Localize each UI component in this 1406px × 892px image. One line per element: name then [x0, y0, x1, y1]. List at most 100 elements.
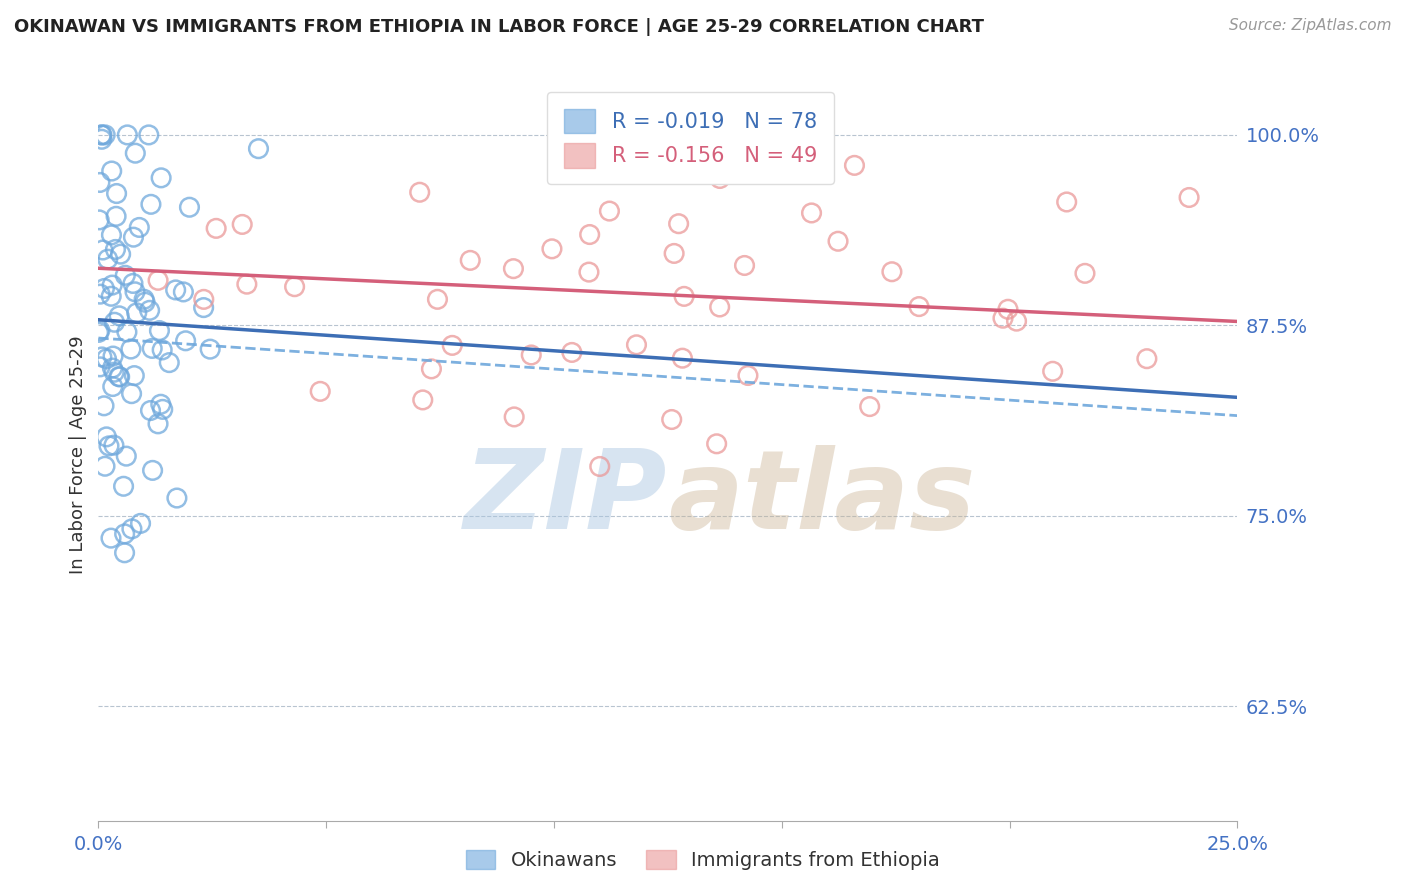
- Legend: Okinawans, Immigrants from Ethiopia: Okinawans, Immigrants from Ethiopia: [458, 842, 948, 878]
- Point: [96, 351, 118, 366]
- Point: [101, 361, 124, 376]
- Point: [578, 265, 600, 279]
- Point: [662, 246, 685, 260]
- Point: [149, 397, 172, 411]
- Point: [115, 449, 138, 463]
- Point: [121, 386, 143, 401]
- Point: [100, 227, 122, 242]
- Point: [172, 285, 194, 299]
- Point: [880, 265, 903, 279]
- Point: [100, 289, 122, 303]
- Point: [1178, 190, 1201, 204]
- Point: [100, 164, 122, 178]
- Point: [561, 345, 583, 359]
- Point: [734, 259, 756, 273]
- Point: [91, 128, 114, 142]
- Point: [93, 281, 115, 295]
- Point: [97, 252, 120, 267]
- Point: [1042, 364, 1064, 378]
- Point: [179, 200, 201, 214]
- Point: [737, 368, 759, 383]
- Point: [105, 210, 128, 224]
- Point: [114, 268, 136, 283]
- Point: [626, 338, 648, 352]
- Point: [142, 463, 165, 477]
- Y-axis label: In Labor Force | Age 25-29: In Labor Force | Age 25-29: [69, 335, 87, 574]
- Text: atlas: atlas: [668, 445, 976, 552]
- Point: [193, 301, 215, 315]
- Point: [598, 204, 620, 219]
- Point: [205, 221, 228, 235]
- Point: [103, 315, 125, 329]
- Point: [87, 326, 110, 340]
- Point: [129, 516, 152, 531]
- Point: [550, 128, 572, 142]
- Point: [148, 324, 170, 338]
- Point: [114, 527, 136, 541]
- Point: [98, 439, 121, 453]
- Point: [103, 365, 125, 379]
- Point: [150, 343, 173, 357]
- Text: ZIP: ZIP: [464, 445, 668, 552]
- Point: [859, 400, 882, 414]
- Point: [800, 206, 823, 220]
- Point: [101, 278, 124, 293]
- Point: [589, 459, 612, 474]
- Point: [441, 338, 464, 352]
- Point: [91, 243, 114, 257]
- Point: [122, 230, 145, 244]
- Point: [112, 479, 135, 493]
- Point: [132, 293, 155, 307]
- Point: [997, 302, 1019, 317]
- Point: [284, 279, 307, 293]
- Point: [134, 295, 156, 310]
- Point: [115, 325, 138, 339]
- Point: [1136, 351, 1159, 366]
- Point: [150, 170, 173, 185]
- Point: [100, 531, 122, 545]
- Point: [231, 218, 253, 232]
- Point: [991, 311, 1014, 326]
- Point: [658, 165, 681, 179]
- Point: [101, 349, 124, 363]
- Point: [1005, 314, 1028, 328]
- Point: [103, 438, 125, 452]
- Point: [671, 351, 693, 366]
- Point: [409, 186, 432, 200]
- Point: [706, 437, 728, 451]
- Point: [458, 253, 481, 268]
- Point: [125, 306, 148, 320]
- Point: [105, 186, 128, 201]
- Point: [90, 128, 112, 142]
- Point: [152, 402, 174, 417]
- Point: [165, 283, 187, 297]
- Point: [108, 369, 131, 384]
- Point: [89, 287, 111, 301]
- Point: [96, 430, 118, 444]
- Point: [122, 277, 145, 291]
- Point: [89, 213, 111, 227]
- Point: [146, 417, 169, 431]
- Point: [1074, 266, 1097, 280]
- Point: [827, 234, 849, 248]
- Point: [908, 300, 931, 314]
- Point: [709, 300, 731, 314]
- Point: [89, 359, 111, 374]
- Point: [426, 293, 449, 307]
- Point: [93, 399, 115, 413]
- Point: [141, 342, 163, 356]
- Text: Source: ZipAtlas.com: Source: ZipAtlas.com: [1229, 18, 1392, 33]
- Point: [146, 273, 169, 287]
- Point: [101, 379, 124, 393]
- Point: [121, 522, 143, 536]
- Point: [124, 146, 146, 161]
- Point: [108, 309, 131, 323]
- Point: [520, 348, 543, 362]
- Point: [138, 128, 160, 142]
- Point: [193, 293, 215, 307]
- Point: [709, 171, 731, 186]
- Point: [108, 369, 131, 384]
- Point: [89, 176, 111, 190]
- Legend: R = -0.019   N = 78, R = -0.156   N = 49: R = -0.019 N = 78, R = -0.156 N = 49: [547, 92, 834, 184]
- Point: [138, 303, 160, 318]
